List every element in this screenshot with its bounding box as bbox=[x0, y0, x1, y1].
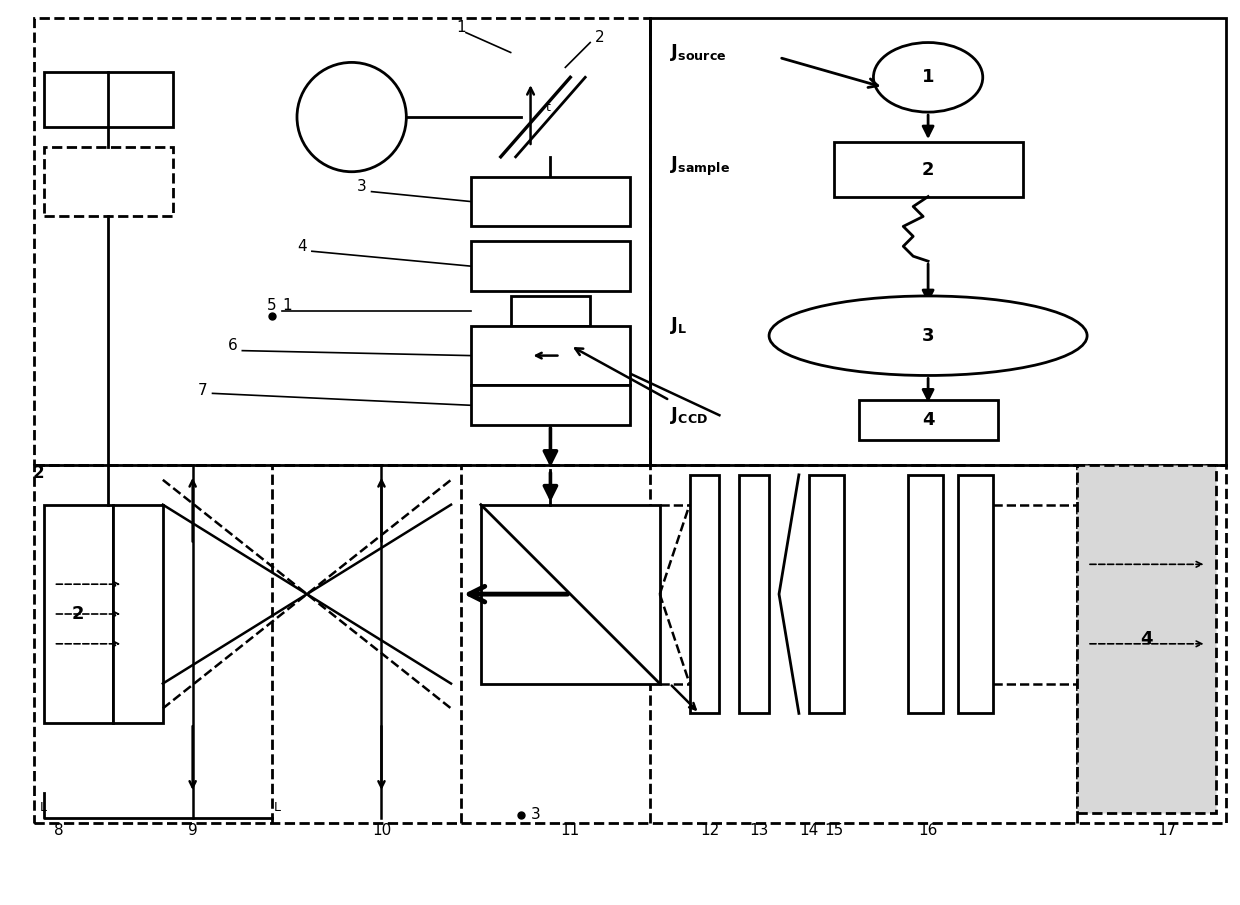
Bar bbox=[481, 505, 660, 683]
Text: 1: 1 bbox=[456, 20, 466, 35]
Bar bbox=[650, 18, 1226, 465]
Bar bbox=[858, 400, 998, 440]
Text: 2: 2 bbox=[32, 464, 45, 481]
Bar bbox=[43, 505, 113, 723]
Bar bbox=[33, 465, 1226, 823]
Text: 14: 14 bbox=[800, 823, 818, 838]
Text: 6: 6 bbox=[227, 338, 237, 353]
Text: t: t bbox=[546, 100, 551, 114]
Bar bbox=[471, 326, 630, 386]
Text: $\mathbf{J}_{\mathbf{L}}$: $\mathbf{J}_{\mathbf{L}}$ bbox=[670, 315, 687, 337]
Text: 5: 5 bbox=[268, 299, 277, 313]
Text: 15: 15 bbox=[825, 823, 843, 838]
Text: 12: 12 bbox=[699, 823, 719, 838]
Bar bbox=[959, 475, 993, 713]
Text: 8: 8 bbox=[53, 823, 63, 838]
Text: 13: 13 bbox=[749, 823, 769, 838]
Text: 4: 4 bbox=[921, 411, 935, 429]
Text: 2: 2 bbox=[72, 605, 84, 623]
Text: 4: 4 bbox=[298, 239, 306, 253]
Text: 1: 1 bbox=[921, 68, 935, 86]
Text: 3: 3 bbox=[357, 179, 367, 195]
Bar bbox=[471, 242, 630, 291]
Ellipse shape bbox=[769, 296, 1087, 376]
Text: 7: 7 bbox=[197, 383, 207, 398]
Bar bbox=[511, 296, 590, 326]
Text: L: L bbox=[274, 801, 280, 814]
Text: 9: 9 bbox=[187, 823, 197, 838]
Text: 1: 1 bbox=[281, 299, 291, 313]
Text: 3: 3 bbox=[921, 327, 935, 345]
Text: 10: 10 bbox=[372, 823, 391, 838]
Text: L: L bbox=[40, 801, 47, 814]
Bar bbox=[43, 147, 172, 216]
Circle shape bbox=[298, 62, 407, 172]
Text: $\mathbf{J}_{\mathbf{source}}$: $\mathbf{J}_{\mathbf{source}}$ bbox=[670, 42, 727, 63]
Text: 11: 11 bbox=[560, 823, 580, 838]
Bar bbox=[808, 475, 843, 713]
Text: 3: 3 bbox=[531, 807, 541, 823]
Bar bbox=[689, 475, 719, 713]
Text: 2: 2 bbox=[921, 161, 935, 179]
Bar bbox=[43, 72, 172, 127]
Text: 17: 17 bbox=[1157, 823, 1177, 838]
Ellipse shape bbox=[873, 43, 983, 112]
Text: $\mathbf{J}_{\mathbf{CCD}}$: $\mathbf{J}_{\mathbf{CCD}}$ bbox=[670, 405, 708, 425]
Bar bbox=[908, 475, 942, 713]
Text: 2: 2 bbox=[595, 30, 605, 45]
Bar bbox=[471, 386, 630, 425]
Text: 16: 16 bbox=[919, 823, 937, 838]
Bar bbox=[471, 176, 630, 226]
Bar bbox=[113, 505, 162, 723]
Bar bbox=[833, 142, 1023, 196]
Bar bbox=[1078, 465, 1216, 813]
Text: 4: 4 bbox=[1141, 630, 1153, 648]
Bar bbox=[33, 18, 650, 465]
Text: $\mathbf{J}_{\mathbf{sample}}$: $\mathbf{J}_{\mathbf{sample}}$ bbox=[670, 155, 730, 178]
Bar bbox=[739, 475, 769, 713]
